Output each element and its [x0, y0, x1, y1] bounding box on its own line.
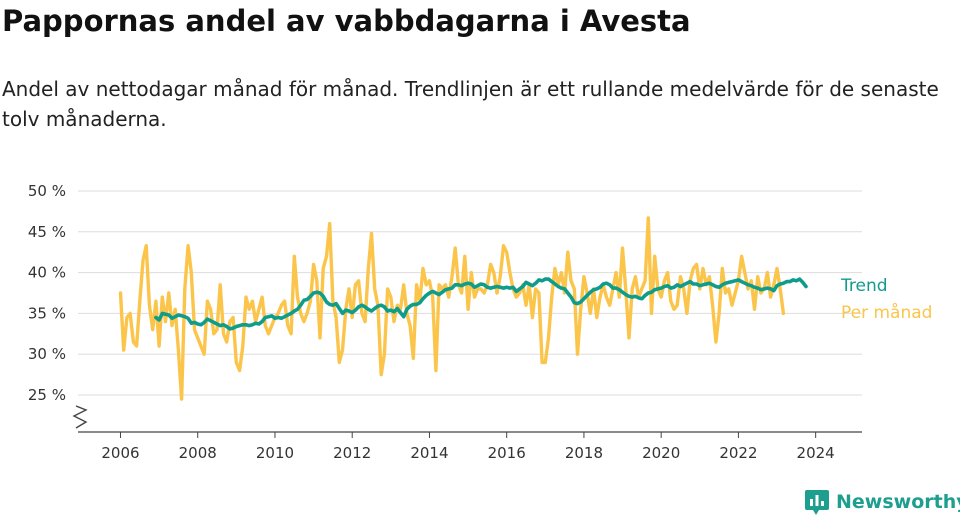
x-tick-label-2022: 2022 [719, 444, 757, 462]
x-tick-label-2018: 2018 [565, 444, 603, 462]
y-tick-label-50: 50 % [28, 182, 66, 200]
y-axis-ticks: 25 % 30 % 35 % 40 % 45 % 50 % [28, 182, 66, 404]
x-tick-label-2010: 2010 [256, 444, 294, 462]
x-tick-label-2008: 2008 [179, 444, 217, 462]
chart-title: Pappornas andel av vabbdagarna i Avesta [2, 4, 691, 38]
x-axis: 2006 2008 2010 2012 2014 2016 2018 2020 2022 2024 [78, 431, 862, 462]
y-axis-break-marker [72, 405, 88, 429]
newsworthy-brand: Newsworthy [804, 488, 960, 516]
series-lines [118, 216, 808, 401]
y-tick-label-30: 30 % [28, 345, 66, 363]
y-tick-label-25: 25 % [28, 386, 66, 404]
newsworthy-logo-icon [805, 490, 829, 515]
brand-name: Newsworthy [836, 491, 960, 513]
x-tick-label-2024: 2024 [797, 444, 835, 462]
x-tick-label-2016: 2016 [488, 444, 526, 462]
x-tick-label-2006: 2006 [101, 444, 139, 462]
series-line-per-manad [118, 216, 786, 401]
x-tick-label-2020: 2020 [642, 444, 680, 462]
legend-trend: Trend [840, 276, 888, 296]
x-tick-label-2012: 2012 [333, 444, 371, 462]
series-line-trend [154, 277, 808, 331]
y-tick-label-40: 40 % [28, 264, 66, 282]
x-tick-label-2014: 2014 [410, 444, 448, 462]
y-tick-label-45: 45 % [28, 223, 66, 241]
legend-per-manad: Per månad [841, 302, 932, 323]
y-tick-label-35: 35 % [28, 304, 66, 322]
chart-subtitle: Andel av nettodagar månad för månad. Tre… [2, 77, 939, 131]
